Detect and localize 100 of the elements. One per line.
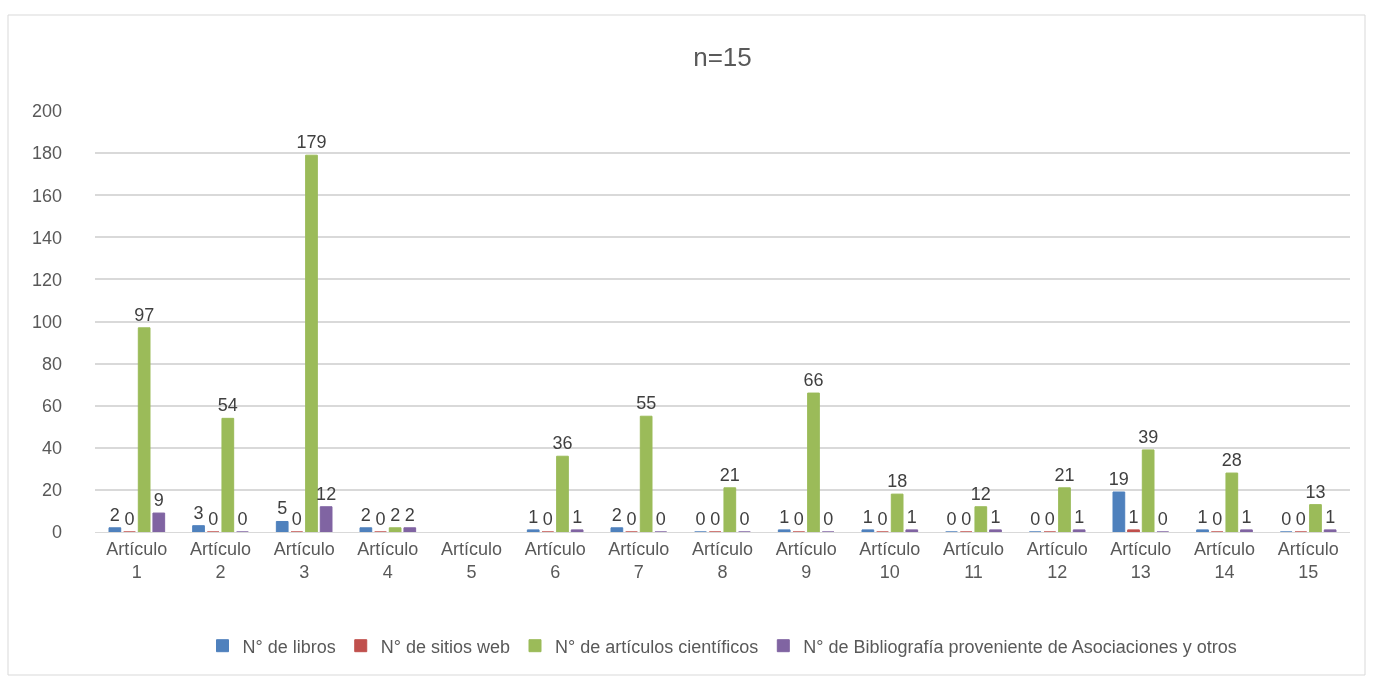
bar xyxy=(1127,529,1140,532)
data-label: 18 xyxy=(887,471,908,492)
x-tick-label: Artículo 11 xyxy=(942,538,1005,582)
x-tick-label: Artículo 15 xyxy=(1277,538,1339,582)
bar xyxy=(1141,449,1155,532)
data-label: 39 xyxy=(1138,426,1159,447)
bar xyxy=(137,327,151,532)
y-tick-label: 40 xyxy=(41,438,62,459)
x-tick-label: Artículo 5 xyxy=(440,538,503,582)
data-label: 0 xyxy=(739,509,750,529)
data-label: 55 xyxy=(636,393,657,414)
bar xyxy=(890,493,904,532)
data-label: 1 xyxy=(1325,506,1336,527)
x-tick-label: Artículo 13 xyxy=(1110,538,1172,582)
data-label: 1 xyxy=(862,506,873,527)
data-label: 2 xyxy=(360,504,371,525)
bar xyxy=(221,417,235,532)
data-label: 0 xyxy=(1030,509,1041,529)
bar xyxy=(305,154,318,532)
x-tick-label: Artículo 12 xyxy=(1026,538,1088,582)
bar xyxy=(108,527,122,532)
data-label: 1 xyxy=(906,506,917,527)
bar xyxy=(192,525,205,532)
bar xyxy=(359,527,373,532)
data-label: 0 xyxy=(1212,509,1223,529)
data-label: 0 xyxy=(695,509,706,529)
y-tick-label: 0 xyxy=(51,522,62,543)
data-label: 0 xyxy=(1157,509,1168,529)
y-tick-label: 180 xyxy=(31,143,62,164)
bar xyxy=(905,529,919,532)
y-tick-label: 80 xyxy=(41,353,62,374)
x-tick-label: Artículo 6 xyxy=(524,538,586,582)
bar xyxy=(1240,529,1253,532)
y-tick-label: 160 xyxy=(31,185,62,206)
data-label: 1 xyxy=(528,506,539,527)
y-tick-label: 140 xyxy=(31,227,62,248)
y-tick-label: 120 xyxy=(31,269,62,290)
data-label: 1 xyxy=(572,506,583,527)
data-label: 19 xyxy=(1108,469,1129,490)
data-label: 0 xyxy=(946,509,957,529)
y-tick-label: 100 xyxy=(31,311,62,332)
data-label: 5 xyxy=(277,498,288,519)
bar xyxy=(152,512,166,532)
data-label: 2 xyxy=(404,504,415,525)
bar xyxy=(1196,529,1209,532)
data-label: 1 xyxy=(1197,506,1208,527)
data-label: 21 xyxy=(719,464,740,485)
x-tick-label: Artículo 10 xyxy=(859,538,921,582)
data-label: 0 xyxy=(626,509,637,529)
data-label: 0 xyxy=(1281,509,1292,529)
data-label: 0 xyxy=(124,509,135,529)
data-label: 66 xyxy=(803,370,824,391)
bar xyxy=(807,392,820,532)
x-tick-label: Artículo 3 xyxy=(273,538,335,582)
data-label: 0 xyxy=(1044,509,1055,529)
bar xyxy=(777,529,791,532)
legend-label: N° de artículos científicos xyxy=(555,636,759,657)
bar xyxy=(989,529,1002,532)
y-tick-label: 20 xyxy=(41,480,62,501)
legend-label: N° de Bibliografía proveniente de Asociaciones y otros xyxy=(803,636,1237,657)
data-label: 1 xyxy=(779,506,790,527)
data-label: 0 xyxy=(655,509,666,529)
data-label: 0 xyxy=(793,509,804,529)
bar xyxy=(639,415,653,532)
legend-label: N° de libros xyxy=(242,636,336,657)
data-label: 36 xyxy=(552,433,573,454)
x-tick-label: Artículo 1 xyxy=(106,538,168,582)
x-tick-label: Artículo 2 xyxy=(189,538,252,582)
y-tick-label: 60 xyxy=(41,396,62,416)
data-label: 97 xyxy=(134,304,155,325)
legend-label: N° de sitios web xyxy=(380,636,510,657)
bar xyxy=(1072,529,1086,532)
data-label: 2 xyxy=(109,504,120,525)
data-label: 0 xyxy=(375,509,386,529)
bar xyxy=(319,506,333,532)
bar xyxy=(388,527,402,532)
x-tick-label: Artículo 9 xyxy=(775,538,837,582)
data-label: 13 xyxy=(1305,481,1326,502)
data-label: 2 xyxy=(390,504,401,525)
data-label: 54 xyxy=(217,395,238,416)
x-tick-label: Artículo 14 xyxy=(1193,538,1256,582)
data-label: 1 xyxy=(1074,506,1085,527)
x-tick-label: Artículo 8 xyxy=(691,538,754,582)
data-label: 28 xyxy=(1221,450,1242,471)
data-label: 179 xyxy=(296,132,327,153)
data-label: 0 xyxy=(823,509,834,529)
bar xyxy=(1058,487,1071,532)
bar xyxy=(1309,504,1322,532)
data-label: 2 xyxy=(611,504,622,525)
data-label: 12 xyxy=(970,483,991,504)
data-label: 0 xyxy=(208,509,219,529)
chart-title: n=15 xyxy=(693,42,752,73)
bar xyxy=(1323,529,1337,532)
data-label: 0 xyxy=(961,509,972,529)
bar xyxy=(610,527,624,532)
bar xyxy=(861,529,875,532)
data-label: 21 xyxy=(1054,464,1075,485)
bar xyxy=(526,529,540,532)
data-label: 1 xyxy=(1241,506,1252,527)
bar xyxy=(403,527,417,532)
